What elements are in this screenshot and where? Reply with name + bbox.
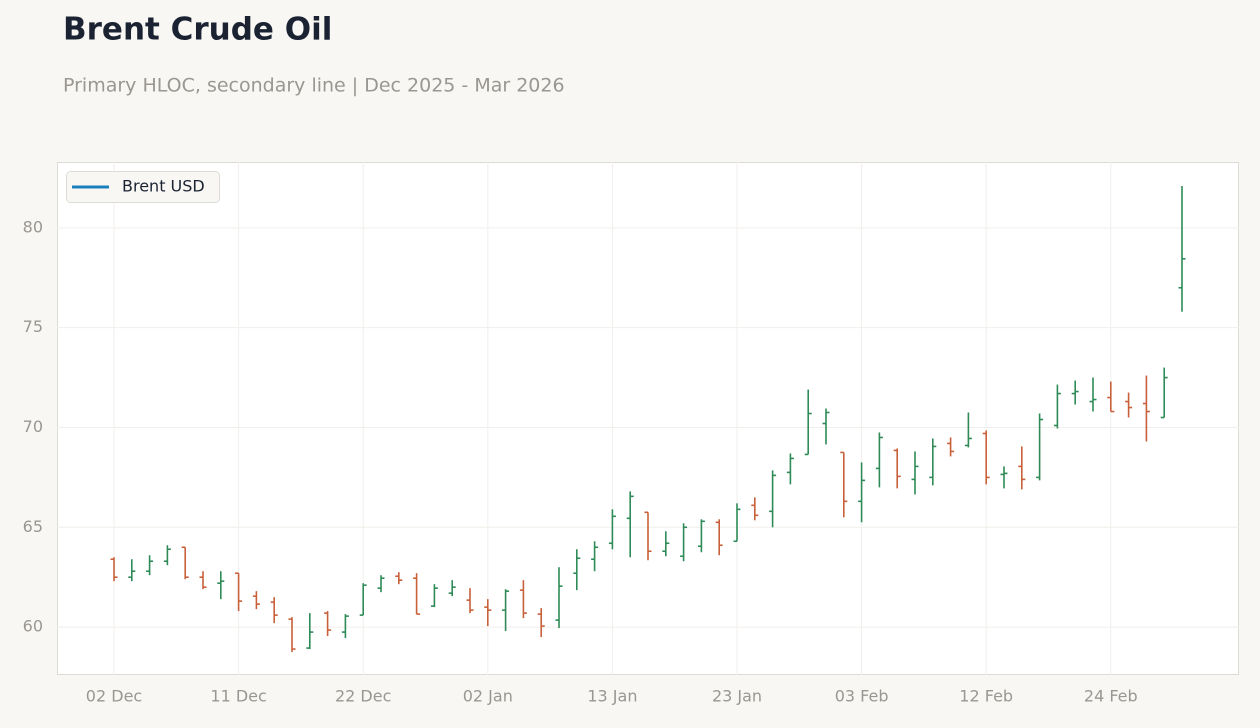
y-tick-label: 60 bbox=[23, 617, 43, 636]
x-tick-label: 13 Jan bbox=[587, 687, 637, 706]
legend-label: Brent USD bbox=[122, 177, 205, 196]
x-tick-label: 23 Jan bbox=[712, 687, 762, 706]
x-tick-label: 03 Feb bbox=[835, 687, 889, 706]
chart-subtitle: Primary HLOC, secondary line | Dec 2025 … bbox=[63, 75, 565, 97]
chart-title: Brent Crude Oil bbox=[63, 12, 332, 48]
x-tick-label: 02 Jan bbox=[463, 687, 513, 706]
x-tick-label: 02 Dec bbox=[86, 687, 142, 706]
x-tick-label: 24 Feb bbox=[1084, 687, 1138, 706]
plot-area bbox=[57, 162, 1239, 675]
x-tick-label: 12 Feb bbox=[959, 687, 1013, 706]
legend-box bbox=[66, 171, 220, 203]
x-tick-label: 11 Dec bbox=[210, 687, 266, 706]
x-tick-label: 22 Dec bbox=[335, 687, 391, 706]
y-tick-label: 80 bbox=[23, 217, 43, 236]
y-tick-label: 75 bbox=[23, 317, 43, 336]
y-tick-label: 70 bbox=[23, 417, 43, 436]
y-tick-label: 65 bbox=[23, 517, 43, 536]
